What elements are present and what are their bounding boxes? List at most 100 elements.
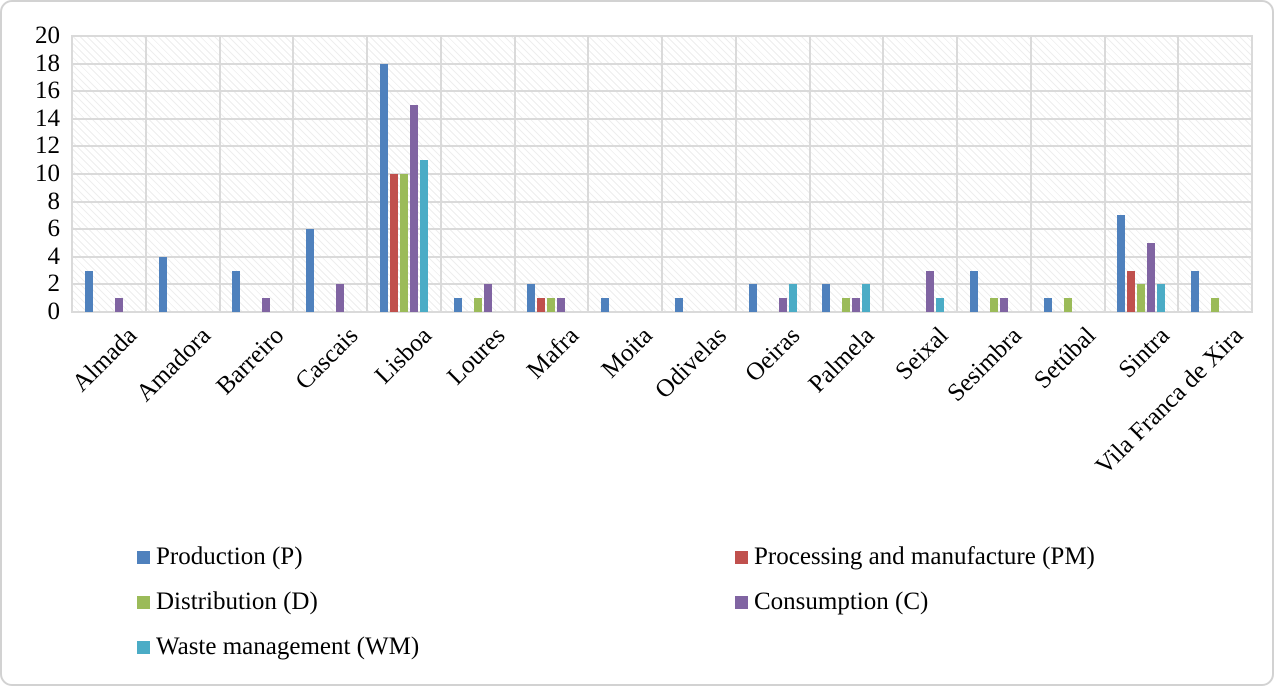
bar-distribution-d--palmela [842, 298, 851, 312]
bar-waste-management-wm--lisboa [419, 160, 428, 312]
bar-waste-management-wm--palmela [862, 284, 871, 312]
legend-item-waste-management-wm-: Waste management (WM) [137, 633, 419, 661]
legend-swatch [735, 550, 748, 564]
gridline-vertical [1177, 36, 1180, 312]
bar-consumption-c--cascais [336, 284, 345, 312]
legend-item-processing-and-manufacture-pm-: Processing and manufacture (PM) [735, 543, 1095, 571]
bar-production-p--mafra [527, 284, 536, 312]
bar-consumption-c--mafra [557, 298, 566, 312]
bar-consumption-c--oeiras [778, 298, 787, 312]
x-category-label-text: Moita [596, 322, 659, 384]
bar-production-p--amadora [158, 256, 167, 312]
gridline-vertical [587, 36, 590, 312]
legend-label: Production (P) [156, 543, 303, 570]
y-tick-label: 8 [47, 187, 61, 215]
legend-label: Consumption (C) [754, 588, 929, 615]
y-tick-label: 18 [35, 49, 60, 77]
bar-distribution-d--set-bal [1063, 298, 1072, 312]
legend-swatch [137, 550, 150, 564]
y-tick-label: 6 [47, 215, 61, 243]
gridline-vertical [1029, 36, 1032, 312]
bar-processing-and-manufacture-pm--mafra [537, 298, 546, 312]
bar-processing-and-manufacture-pm--lisboa [389, 174, 398, 312]
legend-swatch [735, 595, 748, 609]
bar-production-p--sintra [1117, 215, 1126, 312]
bar-waste-management-wm--sintra [1157, 284, 1166, 312]
bar-production-p--odivelas [674, 298, 683, 312]
legend-item-production-p-: Production (P) [137, 543, 303, 571]
bar-distribution-d--mafra [547, 298, 556, 312]
gridline-vertical [218, 36, 221, 312]
gridline-vertical [661, 36, 663, 312]
legend-swatch [137, 595, 150, 609]
gridline-horizontal [71, 311, 1253, 313]
y-tick-label: 2 [47, 270, 61, 298]
gridline-vertical [439, 36, 442, 312]
gridline-vertical [71, 36, 73, 312]
bar-consumption-c--palmela [852, 298, 861, 312]
bar-consumption-c--seixal [926, 270, 935, 312]
bar-production-p--set-bal [1043, 298, 1052, 312]
gridline-vertical [292, 36, 295, 312]
gridline-vertical [734, 36, 737, 312]
bar-consumption-c--loures [483, 284, 492, 312]
gridline-vertical [1251, 36, 1253, 312]
bar-production-p--barreiro [232, 270, 241, 312]
bar-processing-and-manufacture-pm--sintra [1127, 270, 1136, 312]
bar-distribution-d--sintra [1137, 284, 1146, 312]
x-category-label-text: Sintra [1113, 322, 1175, 384]
x-category-label-text: Amadora [130, 322, 216, 407]
x-category-label-text: Palmela [803, 322, 880, 399]
gridline-vertical [808, 36, 811, 312]
x-category-label-text: Setúbal [1028, 322, 1101, 395]
bar-production-p--sesimbra [969, 270, 978, 312]
legend-label: Distribution (D) [156, 588, 318, 615]
bar-production-p--loures [453, 298, 462, 312]
x-category-label-text: Odivelas [650, 322, 732, 404]
bar-consumption-c--sesimbra [999, 298, 1008, 312]
x-category-label-text: Sesimbra [942, 322, 1027, 407]
bar-waste-management-wm--oeiras [788, 284, 797, 312]
bar-production-p--vila-franca-de-xira [1191, 270, 1200, 312]
bar-production-p--moita [601, 298, 610, 312]
gridline-vertical [882, 36, 885, 312]
y-tick-label: 10 [35, 160, 60, 187]
gridline-vertical [366, 36, 368, 312]
x-category-label-text: Mafra [522, 322, 585, 385]
y-tick-label: 12 [35, 132, 60, 160]
bar-consumption-c--lisboa [409, 105, 418, 312]
y-tick-label: 16 [35, 77, 60, 105]
x-category-label-text: Seixal [889, 322, 954, 386]
x-category-label-text: Oeiras [740, 322, 806, 388]
legend-swatch [137, 640, 150, 654]
bar-consumption-c--almada [114, 298, 123, 312]
y-tick-label: 0 [47, 298, 61, 325]
bar-consumption-c--sintra [1147, 243, 1156, 312]
bar-production-p--almada [84, 270, 93, 312]
bar-production-p--palmela [822, 284, 831, 312]
x-category-label-text: Cascais [290, 322, 364, 396]
x-category-label-text: Loures [442, 322, 511, 391]
gridline-vertical [513, 36, 516, 312]
legend-item-consumption-c-: Consumption (C) [735, 588, 928, 616]
gridline-vertical [956, 36, 958, 312]
bar-production-p--lisboa [379, 63, 388, 312]
bar-consumption-c--barreiro [262, 298, 271, 312]
bar-distribution-d--sesimbra [989, 298, 998, 312]
legend-label: Processing and manufacture (PM) [754, 543, 1095, 570]
bar-distribution-d--lisboa [399, 174, 408, 312]
y-tick-label: 4 [47, 242, 61, 270]
y-tick-label: 20 [35, 22, 60, 49]
bar-distribution-d--loures [473, 298, 482, 312]
bar-waste-management-wm--seixal [936, 298, 945, 312]
bar-production-p--oeiras [748, 284, 757, 312]
bar-production-p--cascais [306, 229, 315, 312]
bar-distribution-d--vila-franca-de-xira [1211, 298, 1220, 312]
x-category-label-text: Lisboa [369, 322, 437, 390]
x-category-label-text: Barreiro [211, 322, 290, 400]
y-tick-label: 14 [35, 104, 60, 132]
legend-item-distribution-d-: Distribution (D) [137, 588, 318, 616]
gridline-vertical [1103, 36, 1106, 312]
legend-label: Waste management (WM) [156, 633, 420, 660]
